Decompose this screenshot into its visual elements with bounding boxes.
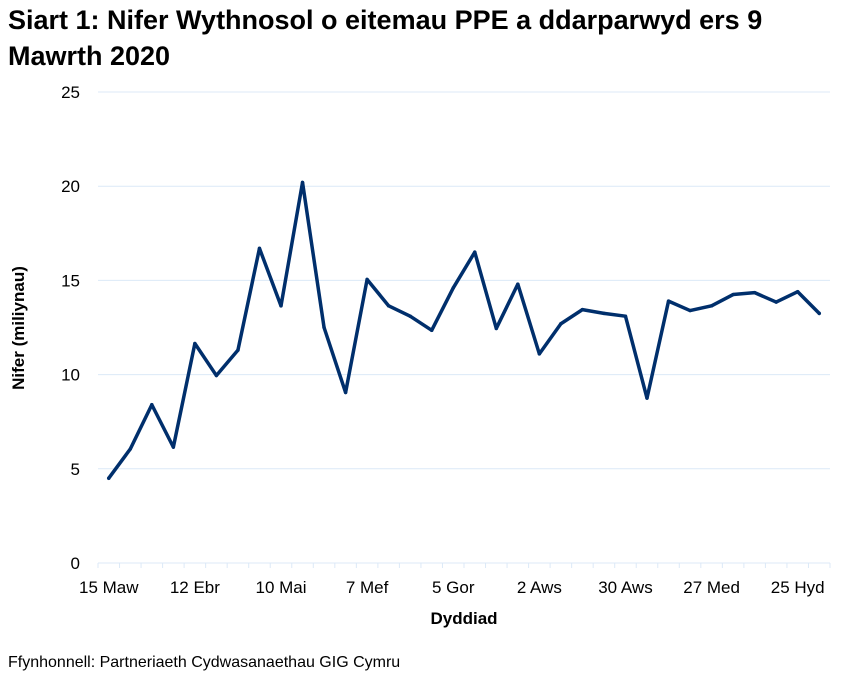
data-point xyxy=(193,341,197,346)
data-point xyxy=(817,311,821,316)
data-point xyxy=(430,328,434,333)
data-point xyxy=(150,403,154,407)
x-tick-label: 30 Aws xyxy=(598,578,653,597)
x-tick-label: 25 Hyd xyxy=(771,578,825,597)
x-tick-label: 5 Gor xyxy=(432,578,475,597)
data-point xyxy=(343,390,348,395)
data-point xyxy=(322,325,326,330)
y-axis-label: Nifer (miliynau) xyxy=(9,266,28,390)
data-point xyxy=(451,286,455,290)
y-tick-label: 15 xyxy=(61,271,80,290)
x-tick-label: 10 Mai xyxy=(255,578,306,597)
data-point xyxy=(580,307,585,312)
data-point xyxy=(623,314,628,318)
x-tick-label: 27 Med xyxy=(683,578,740,597)
x-axis-label: Dyddiad xyxy=(430,609,497,628)
data-point xyxy=(688,308,692,313)
data-point xyxy=(666,299,671,303)
data-point xyxy=(709,304,714,308)
data-point xyxy=(516,282,520,286)
data-point xyxy=(171,445,176,449)
data-point xyxy=(494,326,498,331)
data-point xyxy=(731,292,735,297)
x-tick-label: 7 Mef xyxy=(346,578,389,597)
data-point xyxy=(752,290,757,295)
chart-title: Siart 1: Nifer Wythnosol o eitemau PPE a… xyxy=(8,5,763,71)
data-point xyxy=(386,304,391,308)
y-tick-label: 0 xyxy=(71,554,80,573)
data-point xyxy=(279,304,283,308)
data-point xyxy=(236,348,240,352)
data-point xyxy=(473,250,477,254)
data-point xyxy=(214,373,219,378)
data-point xyxy=(128,447,132,451)
data-point xyxy=(408,314,412,318)
data-point xyxy=(257,246,262,251)
y-tick-label: 25 xyxy=(61,83,80,102)
data-point xyxy=(365,277,369,282)
x-tick-label: 15 Maw xyxy=(79,578,139,597)
y-tick-label: 10 xyxy=(61,366,80,385)
data-point xyxy=(774,300,778,304)
data-point xyxy=(602,311,606,316)
y-tick-label: 20 xyxy=(61,177,80,196)
x-tick-label: 12 Ebr xyxy=(170,578,220,597)
data-point xyxy=(107,476,111,480)
data-point xyxy=(300,180,305,185)
y-tick-label: 5 xyxy=(71,460,80,479)
data-point xyxy=(796,290,800,294)
data-point xyxy=(537,352,542,356)
x-tick-label: 2 Aws xyxy=(517,578,562,597)
data-point xyxy=(559,322,563,326)
data-point xyxy=(645,396,649,400)
data-line xyxy=(107,180,821,480)
source-note: Ffynhonnell: Partneriaeth Cydwasanaethau… xyxy=(8,654,401,671)
